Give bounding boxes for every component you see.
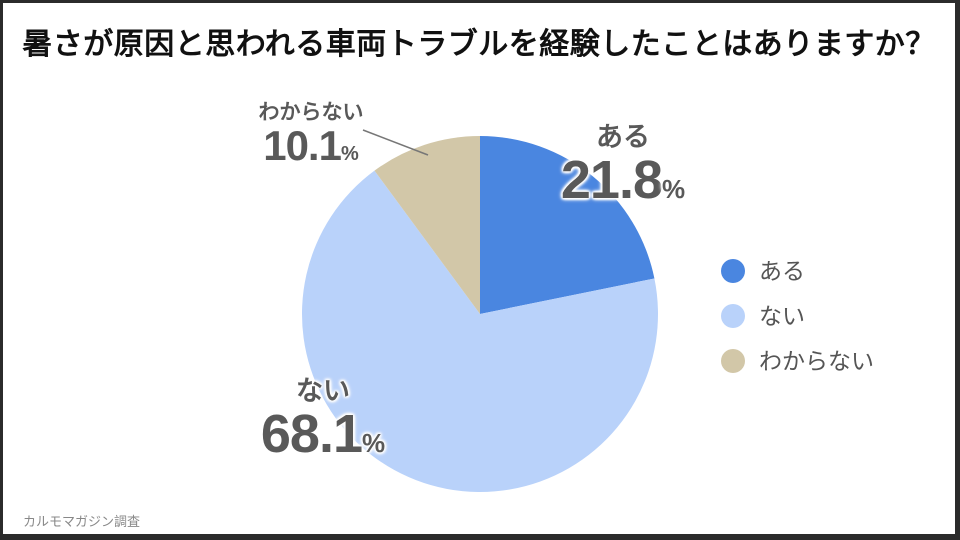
legend-item-dont-know: わからない bbox=[721, 349, 874, 373]
leader-line bbox=[362, 129, 429, 156]
percent-sign: % bbox=[661, 174, 686, 205]
slice-label-dont-know: わからない 10.1% bbox=[236, 100, 386, 167]
slice-value: 10.1 bbox=[263, 122, 342, 170]
slice-category-label: わからない bbox=[258, 101, 364, 124]
slice-label-yes: ある 21.8% bbox=[533, 121, 713, 207]
legend: ある ない わからない bbox=[721, 259, 874, 394]
legend-label: ある bbox=[759, 258, 805, 284]
pie-slice-0 bbox=[480, 136, 655, 314]
legend-label: ない bbox=[759, 303, 805, 329]
pie-slice-1 bbox=[301, 170, 658, 493]
chart-title: 暑さが原因と思われる車両トラブルを経験したことはありますか？ bbox=[22, 28, 936, 61]
slice-value-line: 10.1% bbox=[236, 125, 386, 167]
slice-category-label: ない bbox=[296, 376, 350, 406]
pie-chart bbox=[301, 136, 658, 493]
percent-sign: % bbox=[340, 143, 359, 166]
slice-value: 21.8 bbox=[560, 150, 663, 211]
source-note: カルモマガジン調査 bbox=[23, 514, 141, 529]
legend-label: わからない bbox=[759, 348, 874, 374]
legend-swatch-icon bbox=[721, 259, 745, 283]
leader-line-segment bbox=[362, 129, 429, 156]
slice-value-line: 68.1% bbox=[233, 407, 413, 461]
legend-swatch-icon bbox=[721, 349, 745, 373]
slice-label-no: ない 68.1% bbox=[233, 375, 413, 461]
slice-category-label: ある bbox=[596, 122, 650, 152]
slice-value-line: 21.8% bbox=[533, 153, 713, 207]
pie-slice-2 bbox=[374, 136, 480, 314]
slice-value: 68.1 bbox=[260, 404, 363, 465]
percent-sign: % bbox=[361, 428, 386, 459]
legend-item-yes: ある bbox=[721, 259, 874, 283]
legend-swatch-icon bbox=[721, 304, 745, 328]
legend-item-no: ない bbox=[721, 304, 874, 328]
